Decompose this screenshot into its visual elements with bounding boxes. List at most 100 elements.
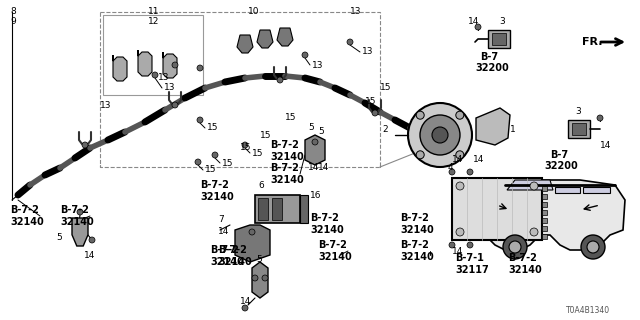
Circle shape xyxy=(277,77,283,83)
Circle shape xyxy=(432,127,448,143)
Circle shape xyxy=(195,159,201,165)
Polygon shape xyxy=(277,28,293,46)
Bar xyxy=(542,186,547,191)
Text: 32140: 32140 xyxy=(218,257,252,267)
Text: FR.: FR. xyxy=(582,37,602,47)
Text: 16: 16 xyxy=(310,191,321,201)
Text: 32140: 32140 xyxy=(318,252,352,262)
Circle shape xyxy=(456,151,464,159)
Bar xyxy=(568,120,590,138)
Text: 15: 15 xyxy=(285,114,296,123)
Text: 32140: 32140 xyxy=(508,265,541,275)
Text: 10: 10 xyxy=(248,7,259,17)
Text: 15: 15 xyxy=(240,143,252,153)
Text: B-7-2: B-7-2 xyxy=(400,240,429,250)
Polygon shape xyxy=(485,180,625,250)
Circle shape xyxy=(212,152,218,158)
Circle shape xyxy=(581,235,605,259)
Text: 15: 15 xyxy=(252,148,264,157)
Text: B-7-1: B-7-1 xyxy=(455,253,484,263)
Circle shape xyxy=(312,139,318,145)
Circle shape xyxy=(172,102,178,108)
Circle shape xyxy=(242,305,248,311)
Bar xyxy=(100,12,380,167)
Circle shape xyxy=(262,275,268,281)
Text: 14: 14 xyxy=(600,140,611,149)
Text: 15: 15 xyxy=(207,124,218,132)
Text: 5: 5 xyxy=(56,233,61,242)
Text: B-7-2: B-7-2 xyxy=(270,140,299,150)
Text: T0A4B1340: T0A4B1340 xyxy=(566,306,610,315)
Circle shape xyxy=(152,72,158,78)
Text: 15: 15 xyxy=(365,98,376,107)
Text: 14: 14 xyxy=(318,164,330,172)
Text: 32140: 32140 xyxy=(270,175,304,185)
Polygon shape xyxy=(252,262,268,298)
Bar xyxy=(452,178,542,240)
Circle shape xyxy=(467,169,473,175)
Text: 13: 13 xyxy=(362,47,374,57)
Circle shape xyxy=(197,117,203,123)
Text: 6: 6 xyxy=(258,180,264,189)
Circle shape xyxy=(416,111,424,119)
Bar xyxy=(103,15,203,95)
Bar xyxy=(492,33,506,45)
Polygon shape xyxy=(72,218,88,246)
Text: 14: 14 xyxy=(84,251,95,260)
Text: B-7: B-7 xyxy=(550,150,568,160)
Polygon shape xyxy=(583,187,610,193)
Bar xyxy=(542,210,547,215)
Text: 4: 4 xyxy=(448,164,454,172)
Text: 11: 11 xyxy=(148,7,159,17)
Circle shape xyxy=(509,241,521,253)
Circle shape xyxy=(252,275,258,281)
Circle shape xyxy=(456,182,464,190)
Circle shape xyxy=(172,62,178,68)
Text: 32200: 32200 xyxy=(544,161,578,171)
Circle shape xyxy=(467,242,473,248)
Circle shape xyxy=(249,229,255,235)
Text: 32140: 32140 xyxy=(400,252,434,262)
Text: B-7-2: B-7-2 xyxy=(200,180,229,190)
Text: 7: 7 xyxy=(218,215,224,225)
Text: B-7-2: B-7-2 xyxy=(310,213,339,223)
Text: 14: 14 xyxy=(308,164,319,172)
Polygon shape xyxy=(257,30,273,48)
Bar xyxy=(572,123,586,135)
Bar xyxy=(542,194,547,199)
Text: B-7-2: B-7-2 xyxy=(10,205,39,215)
Text: B-7-2: B-7-2 xyxy=(318,240,347,250)
Circle shape xyxy=(302,52,308,58)
Text: 32140: 32140 xyxy=(400,225,434,235)
Circle shape xyxy=(242,142,248,148)
Text: 32117: 32117 xyxy=(455,265,489,275)
Circle shape xyxy=(503,235,527,259)
Text: 15: 15 xyxy=(260,131,271,140)
Circle shape xyxy=(475,24,481,30)
Text: 32140: 32140 xyxy=(210,257,244,267)
Text: 9: 9 xyxy=(10,18,16,27)
Polygon shape xyxy=(555,187,580,193)
Text: 12: 12 xyxy=(148,18,159,27)
Text: B-7: B-7 xyxy=(480,52,498,62)
Text: B-7-2: B-7-2 xyxy=(210,245,239,255)
Text: B-7-2: B-7-2 xyxy=(400,213,429,223)
Bar xyxy=(542,202,547,207)
Polygon shape xyxy=(507,180,553,190)
Circle shape xyxy=(197,65,203,71)
Polygon shape xyxy=(163,52,177,78)
Text: 1: 1 xyxy=(510,125,516,134)
Text: 5: 5 xyxy=(318,127,324,137)
Circle shape xyxy=(456,228,464,236)
Text: 32140: 32140 xyxy=(310,225,344,235)
Text: 3: 3 xyxy=(499,18,505,27)
Text: 32140: 32140 xyxy=(60,217,93,227)
Circle shape xyxy=(372,110,378,116)
Text: 13: 13 xyxy=(164,84,175,92)
Text: 3: 3 xyxy=(575,108,580,116)
Text: 15: 15 xyxy=(380,84,392,92)
Text: 32140: 32140 xyxy=(200,192,234,202)
Text: B-7-2: B-7-2 xyxy=(218,245,247,255)
Text: 32140: 32140 xyxy=(10,217,44,227)
Circle shape xyxy=(408,103,472,167)
